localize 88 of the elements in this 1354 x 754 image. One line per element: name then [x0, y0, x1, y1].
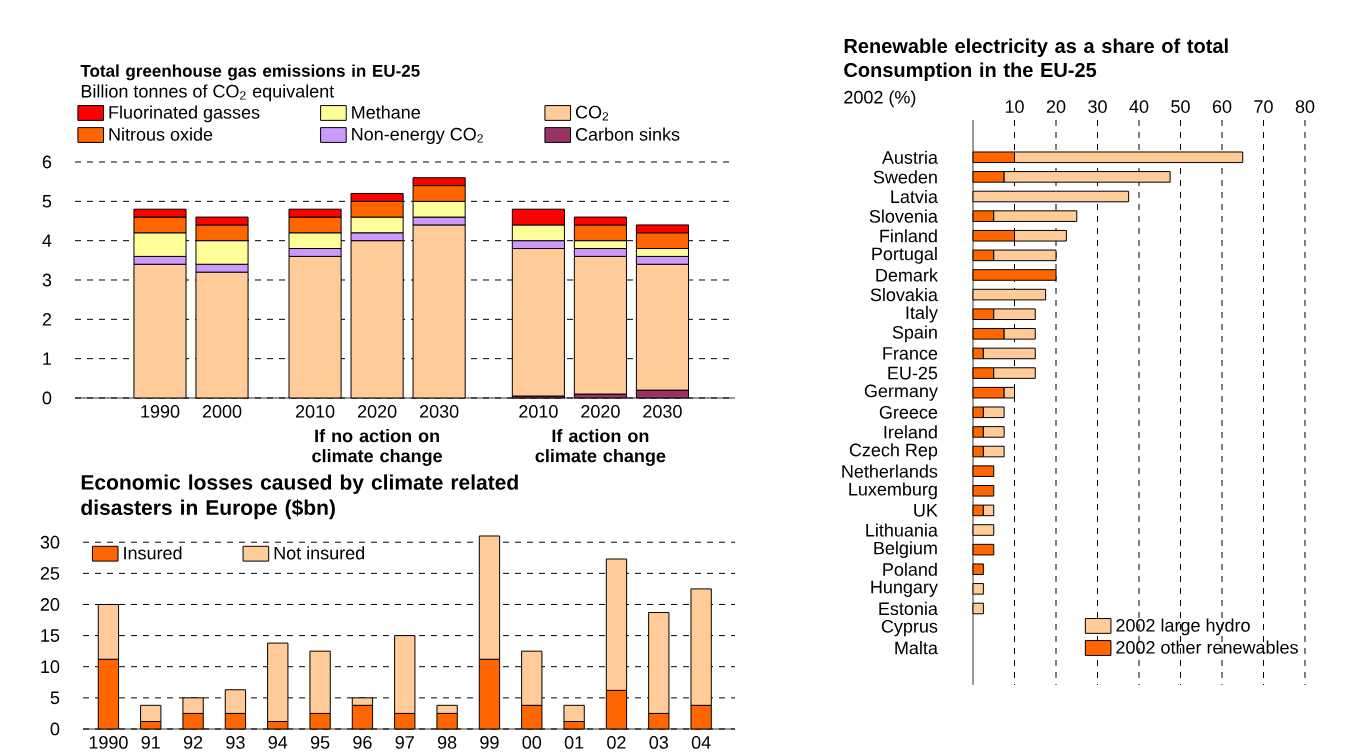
x-tick-label: 1990 — [141, 405, 180, 418]
y-tick-label: Austria — [881, 150, 938, 164]
y-tick-label: Hungary — [871, 580, 938, 597]
legend-label: Fluorinated gasses — [109, 105, 260, 123]
x-tick-label: 50 — [1171, 100, 1190, 113]
y-tick-label: Spain — [892, 325, 937, 343]
legend-label: 2002 large hydro — [1116, 618, 1250, 636]
x-tick-label: 91 — [141, 736, 160, 749]
x-tick-label: 60 — [1212, 100, 1232, 113]
legend-label: CO$_{2}$ — [575, 105, 609, 121]
chart-title: Total greenhouse gas emissions in EU-25 — [80, 64, 420, 81]
y-tick-label: 0 — [50, 722, 60, 736]
chart-title: Economic losses caused by climate related disasters in Europe ($bn) — [81, 474, 518, 520]
x-tick-label: 02 — [607, 736, 626, 749]
x-tick-label: 2030 — [420, 405, 459, 418]
legend-label: Insured — [124, 546, 182, 560]
x-tick-label: 01 — [564, 736, 584, 749]
legend-label: 2002 other renewables — [1116, 640, 1298, 654]
y-tick-label: 4 — [42, 234, 52, 247]
x-tick-label: 10 — [1005, 100, 1024, 113]
y-tick-label: 0 — [42, 391, 52, 405]
x-tick-label: 93 — [226, 736, 245, 749]
legend-label: Not insured — [274, 546, 365, 560]
y-tick-label: Czech Rep — [849, 443, 938, 460]
y-tick-label: France — [883, 347, 938, 360]
x-tick-label: 40 — [1129, 100, 1149, 113]
y-tick-label: Cyprus — [881, 619, 938, 637]
x-tick-label: 2020 — [357, 405, 397, 418]
chart-title: Renewable electricity as a share of total Consumption in the EU-25 — [844, 38, 1228, 82]
x-tick-label: 20 — [1046, 100, 1066, 113]
y-tick-label: Germany — [864, 384, 938, 401]
y-tick-label: Ireland — [884, 425, 937, 439]
legend-label: Nitrous oxide — [109, 127, 213, 141]
y-tick-label: Luxemburg — [849, 482, 937, 500]
y-tick-label: 6 — [42, 155, 52, 169]
x-tick-label: 2000 — [202, 405, 242, 418]
text: If action on climate change — [535, 429, 666, 466]
y-tick-label: Poland — [883, 562, 937, 576]
y-tick-label: EU-25 — [888, 366, 938, 380]
y-tick-label: Malta — [895, 641, 938, 655]
text: If no action on climate change — [312, 429, 443, 466]
chart-subtitle: 2002 (%) — [844, 90, 916, 108]
x-tick-label: 00 — [522, 736, 542, 749]
y-tick-label: 5 — [42, 195, 52, 208]
legend-label: Carbon sinks — [575, 127, 680, 141]
y-tick-label: 2 — [42, 313, 52, 326]
y-tick-label: Demark — [876, 268, 938, 282]
y-tick-label: Portugal — [872, 246, 937, 264]
x-tick-label: 95 — [310, 736, 330, 749]
x-tick-label: 2010 — [519, 405, 558, 418]
y-tick-label: Italy — [906, 305, 938, 323]
y-tick-label: UK — [914, 504, 938, 517]
chart-subtitle: Billion tonnes of CO$_{2}$ equivalent — [81, 84, 335, 102]
x-tick-label: 1990 — [89, 736, 128, 749]
y-tick-label: Greece — [879, 405, 938, 419]
x-tick-label: 97 — [395, 736, 414, 749]
y-tick-label: Latvia — [891, 189, 938, 204]
x-tick-label: 2020 — [581, 405, 620, 418]
y-tick-label: Finland — [880, 229, 937, 243]
y-tick-label: Slovenia — [869, 209, 938, 223]
y-tick-label: 20 — [40, 598, 60, 611]
x-tick-label: 2030 — [643, 405, 682, 418]
legend-label: Methane — [352, 105, 420, 119]
y-tick-label: Slovakia — [870, 287, 938, 302]
x-tick-label: 92 — [183, 736, 203, 749]
y-tick-label: 25 — [40, 566, 60, 580]
x-tick-label: 99 — [480, 736, 499, 749]
x-tick-label: 96 — [353, 736, 372, 749]
y-tick-label: Netherlands — [842, 464, 938, 478]
y-tick-label: 5 — [50, 691, 60, 705]
x-tick-label: 80 — [1295, 100, 1315, 113]
y-tick-label: 15 — [41, 629, 60, 642]
y-tick-label: Sweden — [873, 170, 937, 184]
y-tick-label: 30 — [40, 535, 60, 549]
legend-label: Non-energy CO$_{2}$ — [352, 127, 483, 145]
y-tick-label: 1 — [43, 352, 52, 365]
y-tick-label: Lithuania — [866, 523, 938, 537]
x-tick-label: 30 — [1088, 100, 1107, 113]
x-tick-label: 94 — [268, 736, 288, 749]
x-tick-label: 03 — [649, 736, 669, 749]
x-tick-label: 70 — [1254, 100, 1273, 113]
y-tick-label: Estonia — [879, 601, 938, 616]
y-tick-label: 3 — [42, 273, 52, 287]
x-tick-label: 98 — [437, 736, 457, 749]
y-tick-label: 10 — [41, 660, 60, 674]
y-tick-label: Belgium — [874, 541, 937, 559]
x-tick-label: 2010 — [295, 405, 335, 418]
x-tick-label: 04 — [691, 736, 711, 749]
